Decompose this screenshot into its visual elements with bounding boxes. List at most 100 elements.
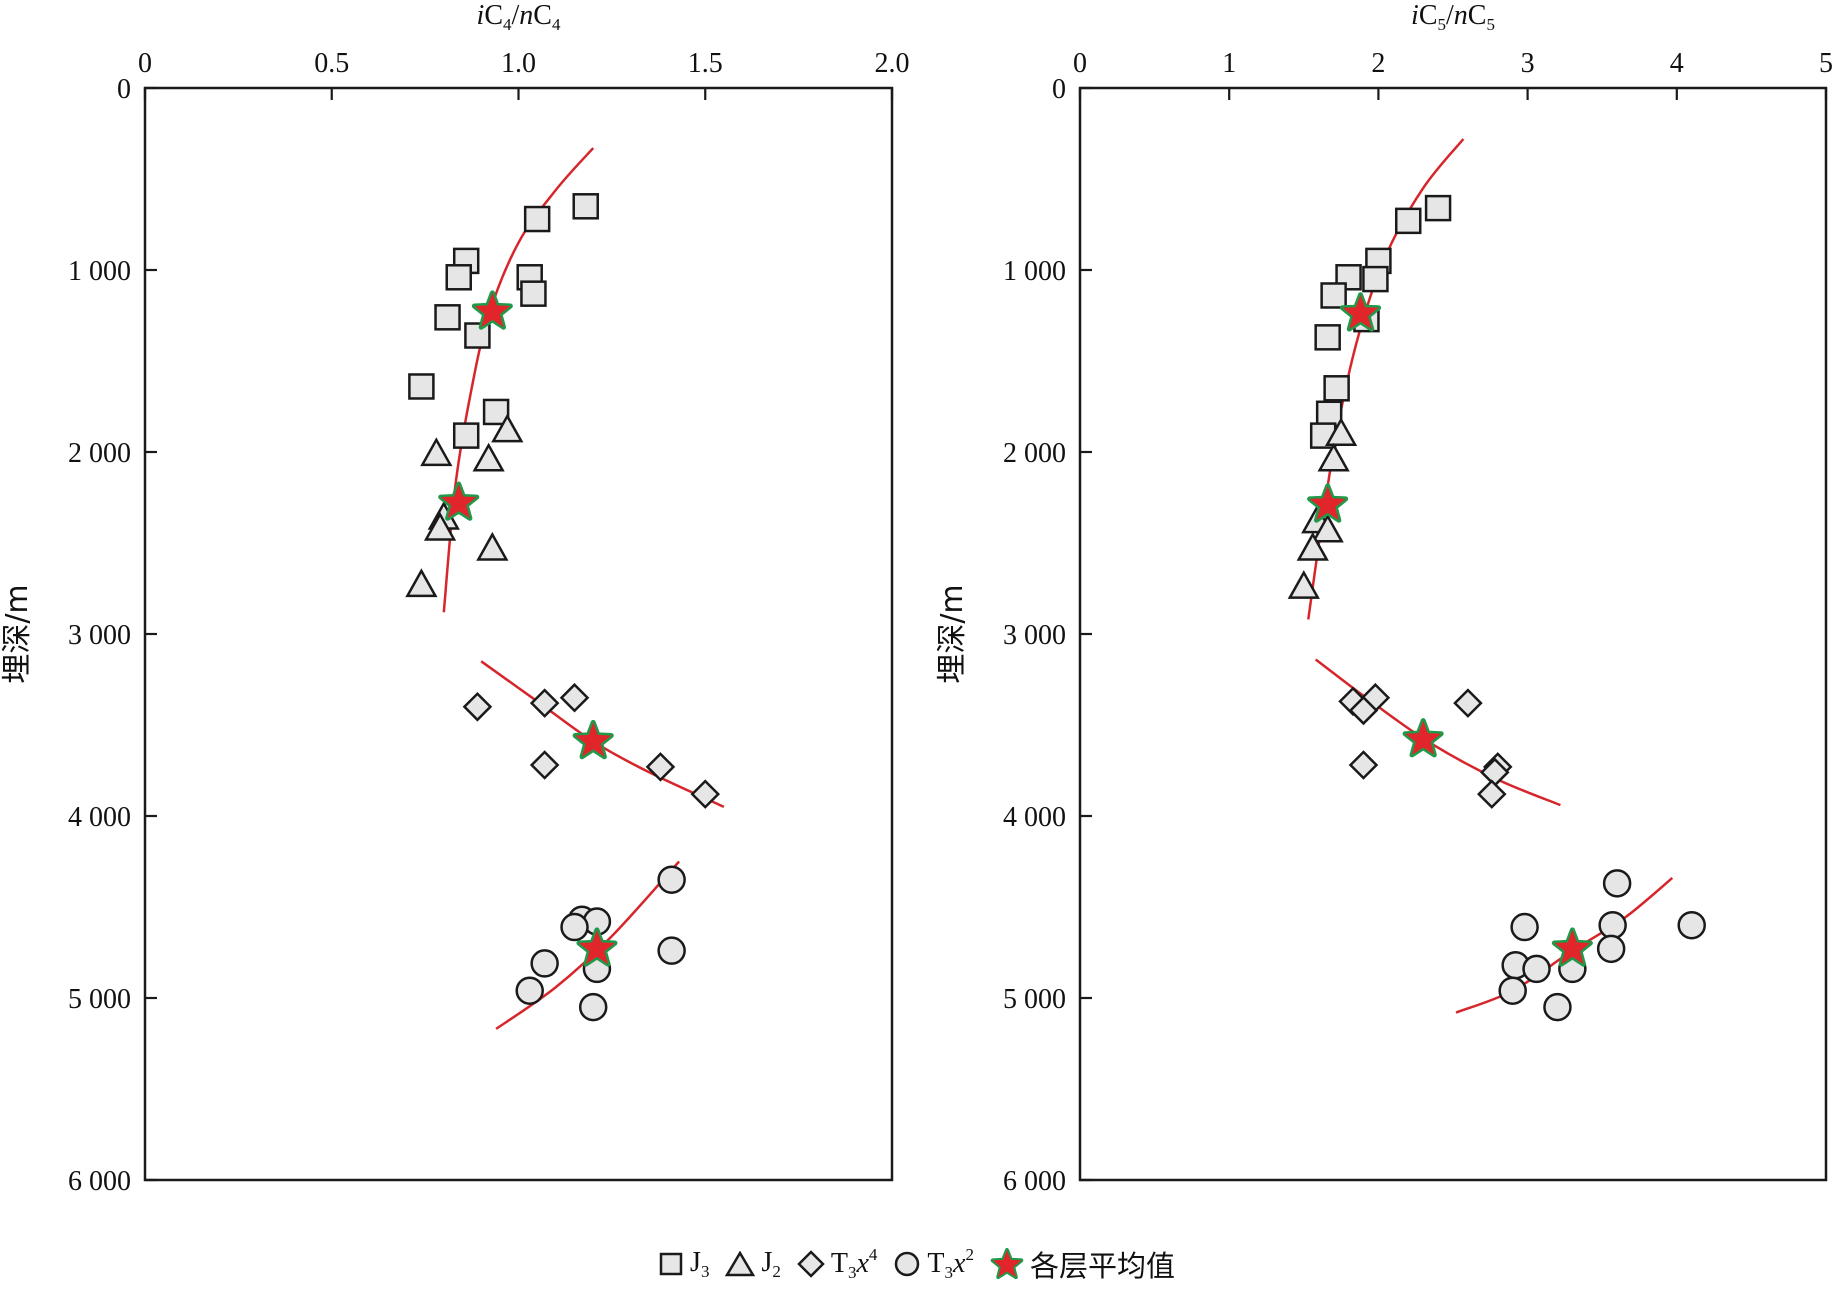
data-point-t3x2 <box>1596 934 1626 964</box>
data-point-j2 <box>420 437 453 467</box>
x-tick-label: 4 <box>1670 48 1684 79</box>
triangle-marker-icon <box>725 1251 756 1277</box>
x-tick-label: 2 <box>1371 48 1385 79</box>
y-tick-label: 5 000 <box>1003 984 1066 1015</box>
plot-frame <box>1078 86 1828 1182</box>
chart-legend: J3 J2 T3x4 T3x2 各层平均值 <box>0 1236 1833 1292</box>
data-point-j2 <box>423 511 457 541</box>
y-tick-label: 3 000 <box>1003 620 1066 651</box>
data-point-t3x4 <box>1453 688 1483 718</box>
data-point-average <box>1551 927 1593 967</box>
chart-panel-1: 0 0.5 1.0 1.5 2.0 0 1 000 2 000 3 000 4 000 5 000 6… <box>0 0 910 1197</box>
data-point-average <box>576 927 618 967</box>
data-point-average <box>572 719 614 760</box>
data-point-j2 <box>1287 570 1320 599</box>
y-tick-label: 3 000 <box>68 620 131 651</box>
legend-item-t3x2: T3x2 <box>893 1245 974 1283</box>
y-tick-label: 2 000 <box>1003 438 1066 469</box>
y-axis-title: 埋深/m <box>0 584 35 683</box>
data-point-t3x4 <box>690 779 721 809</box>
data-point-j3 <box>452 422 480 449</box>
y-tick-label: 0 <box>117 74 131 105</box>
data-point-j3 <box>464 322 491 349</box>
star-marker-icon <box>990 1248 1024 1280</box>
data-point-t3x2 <box>1543 992 1572 1022</box>
data-point-t3x4 <box>462 692 493 722</box>
legend-label-j2: J2 <box>761 1246 781 1281</box>
data-point-j3 <box>1323 375 1350 402</box>
data-point-average <box>1307 483 1349 523</box>
legend-item-j3: J3 <box>658 1247 709 1282</box>
legend-label-average: 各层平均值 <box>1029 1249 1175 1283</box>
data-point-j2 <box>476 531 509 561</box>
circle-marker-icon <box>895 1251 920 1277</box>
y-tick-label: 1 000 <box>68 256 131 287</box>
legend-item-j2: J2 <box>725 1246 781 1282</box>
data-point-t3x4 <box>529 688 560 718</box>
x-tick-label: 5 <box>1819 48 1833 79</box>
data-point-t3x2 <box>530 949 559 978</box>
legend-label-t3x4: T3x4 <box>830 1245 878 1282</box>
y-tick-label: 6 000 <box>1003 1166 1066 1197</box>
data-point-j3 <box>482 398 510 426</box>
x-tick-label: 1.0 <box>501 48 536 79</box>
data-point-t3x4 <box>529 750 560 780</box>
legend-label-j3: J3 <box>690 1246 710 1281</box>
data-point-j3 <box>520 280 547 307</box>
x-tick-label: 0 <box>138 48 152 79</box>
y-tick-label: 5 000 <box>68 984 131 1015</box>
data-point-j3 <box>1394 207 1422 235</box>
data-point-j3 <box>434 304 461 331</box>
trend-line-1 <box>442 147 595 613</box>
x-tick-label: 0.5 <box>314 48 349 79</box>
data-point-j2 <box>405 568 438 598</box>
y-tick-label: 6 000 <box>68 1166 131 1197</box>
legend-item-t3x4: T3x4 <box>797 1245 878 1283</box>
data-point-j3 <box>1315 400 1343 428</box>
data-point-j3 <box>523 205 551 233</box>
data-point-j3 <box>1424 194 1452 222</box>
data-point-t3x2 <box>1510 912 1539 942</box>
data-point-j3 <box>445 264 472 291</box>
data-point-t3x2 <box>1677 910 1706 940</box>
data-point-t3x2 <box>657 865 686 894</box>
data-point-t3x4 <box>559 682 590 713</box>
data-point-t3x2 <box>657 936 686 965</box>
y-tick-label: 4 000 <box>1003 802 1066 833</box>
data-point-t3x2 <box>578 992 608 1022</box>
data-point-j3 <box>572 193 599 220</box>
y-axis-title: 埋深/m <box>935 584 970 683</box>
y-tick-label: 0 <box>1052 74 1066 105</box>
data-point-j2 <box>1324 417 1358 447</box>
data-point-j2 <box>1311 513 1344 543</box>
x-tick-label: 3 <box>1521 48 1535 79</box>
data-point-j2 <box>491 413 524 443</box>
y-tick-label: 4 000 <box>68 802 131 833</box>
legend-item-average: 各层平均值 <box>990 1243 1175 1285</box>
x-axis-title: iC5/nC5 <box>1411 0 1495 34</box>
data-point-t3x2 <box>1498 976 1527 1005</box>
data-point-j2 <box>1296 531 1329 561</box>
x-tick-label: 2.0 <box>875 48 910 79</box>
data-point-t3x2 <box>1598 910 1627 940</box>
data-point-average <box>471 290 513 330</box>
data-point-j3 <box>1320 282 1347 309</box>
data-point-t3x4 <box>645 752 676 782</box>
data-point-t3x2 <box>1522 954 1551 984</box>
data-point-j3 <box>408 373 435 400</box>
data-point-j2 <box>472 442 505 472</box>
data-point-t3x4 <box>1477 779 1507 809</box>
data-point-j3 <box>1314 324 1341 351</box>
plot-frame <box>143 86 894 1182</box>
x-tick-label: 0 <box>1073 48 1087 79</box>
x-tick-label: 1 <box>1222 48 1236 79</box>
data-point-t3x2 <box>560 912 589 942</box>
data-point-average <box>1402 718 1444 758</box>
x-axis-title: iC4/nC4 <box>477 0 561 34</box>
diamond-marker-icon <box>797 1250 825 1278</box>
data-point-t3x4 <box>1348 695 1379 726</box>
data-point-t3x2 <box>1602 869 1632 898</box>
chart-panel-2: 0 1 2 3 4 5 0 1 000 2 000 3 000 4 000 5 000 6 000 iC5… <box>935 0 1833 1197</box>
x-tick-label: 1.5 <box>688 48 723 79</box>
